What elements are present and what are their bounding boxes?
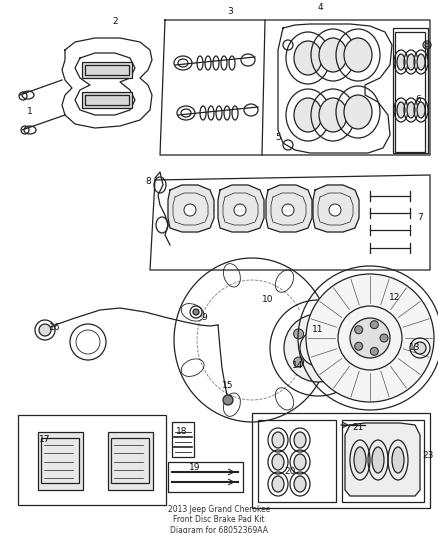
Text: 9: 9 [201, 313, 207, 322]
Circle shape [370, 348, 378, 356]
Ellipse shape [294, 98, 322, 132]
Circle shape [308, 338, 328, 358]
Ellipse shape [294, 41, 322, 75]
Polygon shape [266, 185, 312, 232]
Text: 16: 16 [49, 324, 61, 333]
Ellipse shape [407, 54, 415, 70]
Ellipse shape [354, 447, 366, 473]
Ellipse shape [397, 102, 405, 118]
Circle shape [184, 204, 196, 216]
Circle shape [355, 326, 363, 334]
Text: 18: 18 [176, 427, 188, 437]
Circle shape [321, 366, 330, 376]
Ellipse shape [319, 38, 347, 72]
Ellipse shape [272, 476, 284, 492]
Bar [342, 420, 424, 502]
Text: 13: 13 [409, 343, 421, 352]
Text: 2: 2 [112, 18, 118, 27]
Circle shape [380, 334, 388, 342]
Circle shape [293, 357, 304, 367]
Circle shape [223, 395, 233, 405]
Text: 14: 14 [292, 360, 304, 369]
Text: 3: 3 [227, 7, 233, 17]
Text: 23: 23 [422, 450, 434, 459]
Bar [172, 422, 194, 457]
Circle shape [350, 318, 390, 358]
Ellipse shape [392, 447, 404, 473]
Text: 6: 6 [415, 95, 421, 104]
Ellipse shape [344, 95, 372, 129]
Circle shape [370, 321, 378, 329]
Bar [82, 62, 132, 78]
Bar [82, 92, 132, 108]
Text: 5: 5 [275, 133, 281, 142]
Ellipse shape [407, 102, 415, 118]
Bar [108, 432, 153, 490]
Text: 12: 12 [389, 294, 401, 303]
Bar [258, 420, 336, 502]
Text: 20: 20 [284, 467, 296, 477]
Text: 17: 17 [39, 435, 51, 445]
Circle shape [337, 343, 347, 353]
Bar [85, 95, 129, 105]
Bar [41, 438, 79, 483]
Polygon shape [218, 185, 264, 232]
Circle shape [425, 43, 429, 47]
Circle shape [306, 274, 434, 402]
Circle shape [321, 320, 330, 330]
Circle shape [234, 204, 246, 216]
Ellipse shape [272, 454, 284, 470]
Text: 19: 19 [189, 464, 201, 472]
Circle shape [355, 342, 363, 350]
Bar [252, 413, 430, 508]
Text: 7: 7 [417, 214, 423, 222]
Text: 4: 4 [317, 4, 323, 12]
Ellipse shape [272, 432, 284, 448]
Circle shape [414, 342, 426, 354]
Text: 15: 15 [222, 381, 234, 390]
Circle shape [293, 329, 304, 339]
Ellipse shape [417, 54, 425, 70]
Text: 1: 1 [27, 108, 33, 117]
Bar [393, 28, 428, 153]
Text: 21: 21 [352, 424, 364, 432]
Circle shape [282, 204, 294, 216]
Ellipse shape [294, 476, 306, 492]
Ellipse shape [294, 454, 306, 470]
Ellipse shape [397, 54, 405, 70]
Text: 2013 Jeep Grand Cherokee
Front Disc Brake Pad Kit
Diagram for 68052369AA: 2013 Jeep Grand Cherokee Front Disc Brak… [168, 505, 270, 533]
Ellipse shape [344, 38, 372, 72]
Polygon shape [345, 423, 420, 496]
Polygon shape [168, 185, 214, 232]
Text: 8: 8 [145, 177, 151, 187]
Bar [168, 462, 243, 492]
Circle shape [39, 324, 51, 336]
Text: 11: 11 [312, 326, 324, 335]
Bar [85, 65, 129, 75]
Circle shape [284, 314, 352, 382]
Bar [38, 432, 83, 490]
Bar [111, 438, 149, 483]
Circle shape [329, 204, 341, 216]
Circle shape [193, 309, 199, 315]
Polygon shape [313, 185, 359, 232]
Ellipse shape [294, 432, 306, 448]
Ellipse shape [417, 102, 425, 118]
Bar [395, 32, 425, 152]
Ellipse shape [372, 447, 384, 473]
Text: 10: 10 [262, 295, 274, 304]
Bar [18, 415, 166, 505]
Ellipse shape [319, 98, 347, 132]
